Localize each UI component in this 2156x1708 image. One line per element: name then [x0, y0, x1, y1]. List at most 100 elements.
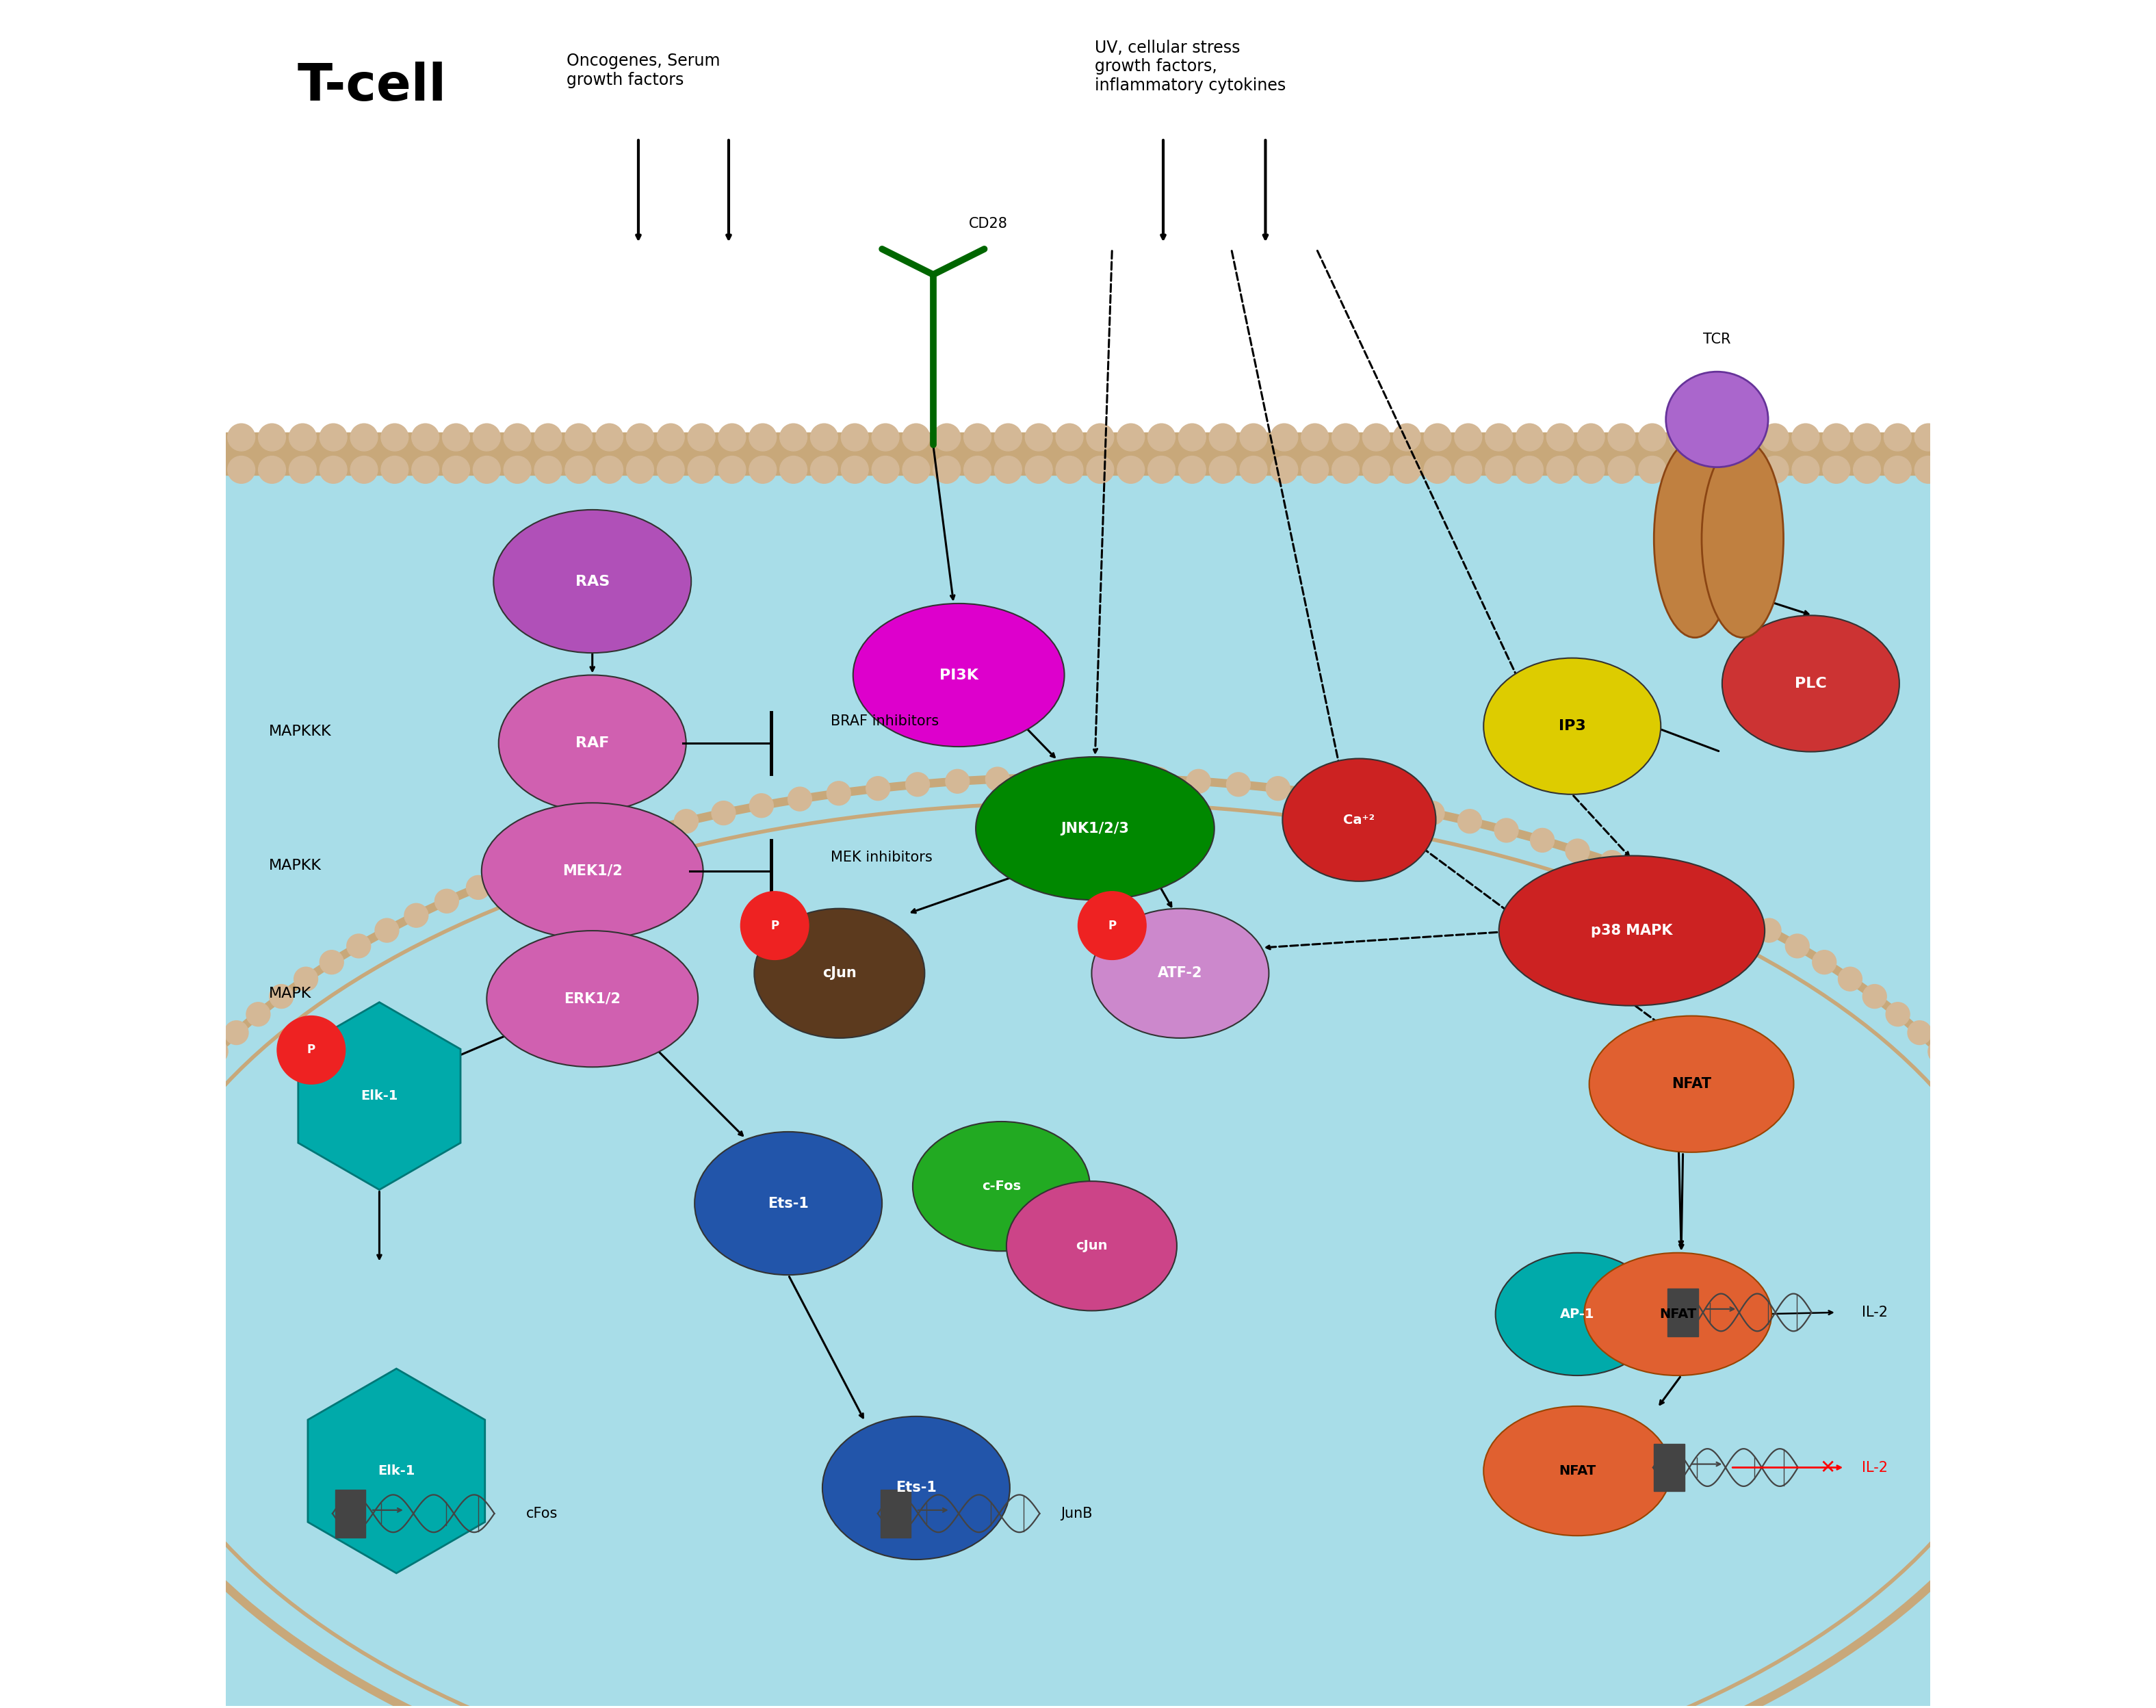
Text: P: P [306, 1044, 315, 1056]
Circle shape [125, 1139, 149, 1163]
Circle shape [1731, 456, 1757, 483]
Circle shape [1600, 851, 1623, 874]
Circle shape [1516, 424, 1544, 451]
Circle shape [466, 876, 489, 900]
Circle shape [224, 1021, 248, 1045]
Circle shape [1994, 1119, 2018, 1143]
Circle shape [994, 456, 1022, 483]
Circle shape [688, 456, 716, 483]
Circle shape [533, 851, 556, 874]
Text: NFAT: NFAT [1660, 1308, 1697, 1320]
Circle shape [1210, 456, 1238, 483]
Circle shape [1608, 456, 1634, 483]
Circle shape [1117, 456, 1145, 483]
Circle shape [1363, 456, 1391, 483]
Ellipse shape [755, 909, 925, 1038]
Circle shape [964, 424, 992, 451]
Text: IL-2: IL-2 [1863, 1305, 1889, 1319]
Circle shape [498, 863, 522, 886]
Circle shape [567, 839, 591, 863]
Circle shape [1457, 810, 1481, 834]
Ellipse shape [494, 509, 692, 652]
Circle shape [375, 919, 399, 943]
Circle shape [319, 950, 343, 974]
Text: AP-1: AP-1 [1561, 1308, 1595, 1320]
Text: c-Fos: c-Fos [981, 1180, 1020, 1192]
Circle shape [1565, 839, 1589, 863]
Circle shape [1343, 787, 1369, 811]
Circle shape [1147, 456, 1175, 483]
Circle shape [985, 767, 1009, 791]
Circle shape [1578, 456, 1604, 483]
Circle shape [168, 1078, 192, 1102]
Circle shape [1884, 456, 1910, 483]
Ellipse shape [1498, 856, 1766, 1006]
Text: cFos: cFos [526, 1506, 558, 1520]
Circle shape [2048, 1247, 2072, 1271]
Text: ERK1/2: ERK1/2 [565, 992, 621, 1006]
Circle shape [1423, 424, 1451, 451]
Circle shape [1266, 777, 1289, 801]
Ellipse shape [821, 1416, 1009, 1559]
Ellipse shape [1007, 1182, 1177, 1310]
Circle shape [1699, 456, 1727, 483]
Circle shape [1240, 424, 1268, 451]
Circle shape [1813, 950, 1837, 974]
Circle shape [565, 456, 593, 483]
Text: IP3: IP3 [1559, 719, 1587, 733]
Circle shape [1485, 424, 1514, 451]
Circle shape [1087, 424, 1115, 451]
Circle shape [1078, 892, 1147, 960]
Text: MAPK: MAPK [270, 987, 310, 1001]
Circle shape [1727, 904, 1751, 927]
Circle shape [1179, 456, 1205, 483]
Circle shape [1304, 781, 1330, 804]
Ellipse shape [1496, 1252, 1660, 1375]
Circle shape [84, 1247, 108, 1271]
Ellipse shape [1701, 441, 1783, 637]
Circle shape [1393, 456, 1421, 483]
Circle shape [742, 892, 808, 960]
Text: Ets-1: Ets-1 [895, 1481, 936, 1494]
Circle shape [289, 424, 317, 451]
Ellipse shape [481, 803, 703, 939]
Text: IL-2: IL-2 [1863, 1460, 1889, 1474]
Circle shape [138, 1119, 162, 1143]
Circle shape [1240, 456, 1268, 483]
Circle shape [1516, 456, 1544, 483]
Circle shape [80, 1269, 103, 1293]
Circle shape [780, 456, 806, 483]
Text: NFAT: NFAT [1671, 1078, 1712, 1091]
Circle shape [602, 828, 625, 852]
Circle shape [1792, 456, 1820, 483]
Circle shape [1947, 1059, 1971, 1083]
Bar [334, 1489, 367, 1537]
Circle shape [505, 456, 530, 483]
Circle shape [1227, 772, 1250, 796]
Text: MAPKK: MAPKK [270, 859, 321, 873]
Circle shape [718, 456, 746, 483]
Circle shape [1667, 876, 1690, 900]
Circle shape [748, 424, 776, 451]
Circle shape [278, 1016, 345, 1085]
Circle shape [1382, 794, 1406, 818]
Circle shape [103, 1182, 127, 1206]
Circle shape [1065, 765, 1091, 789]
Circle shape [595, 424, 623, 451]
Circle shape [841, 456, 869, 483]
Bar [1667, 1288, 1699, 1336]
Text: P: P [1108, 919, 1117, 933]
Circle shape [293, 967, 317, 991]
Ellipse shape [977, 757, 1214, 900]
Circle shape [1822, 456, 1850, 483]
Circle shape [1757, 919, 1781, 943]
Text: Elk-1: Elk-1 [360, 1090, 399, 1102]
Circle shape [472, 424, 500, 451]
Circle shape [351, 456, 377, 483]
Circle shape [289, 456, 317, 483]
Circle shape [675, 810, 699, 834]
Circle shape [151, 1098, 175, 1122]
Circle shape [1634, 863, 1658, 886]
Circle shape [246, 1003, 270, 1027]
Circle shape [1546, 424, 1574, 451]
